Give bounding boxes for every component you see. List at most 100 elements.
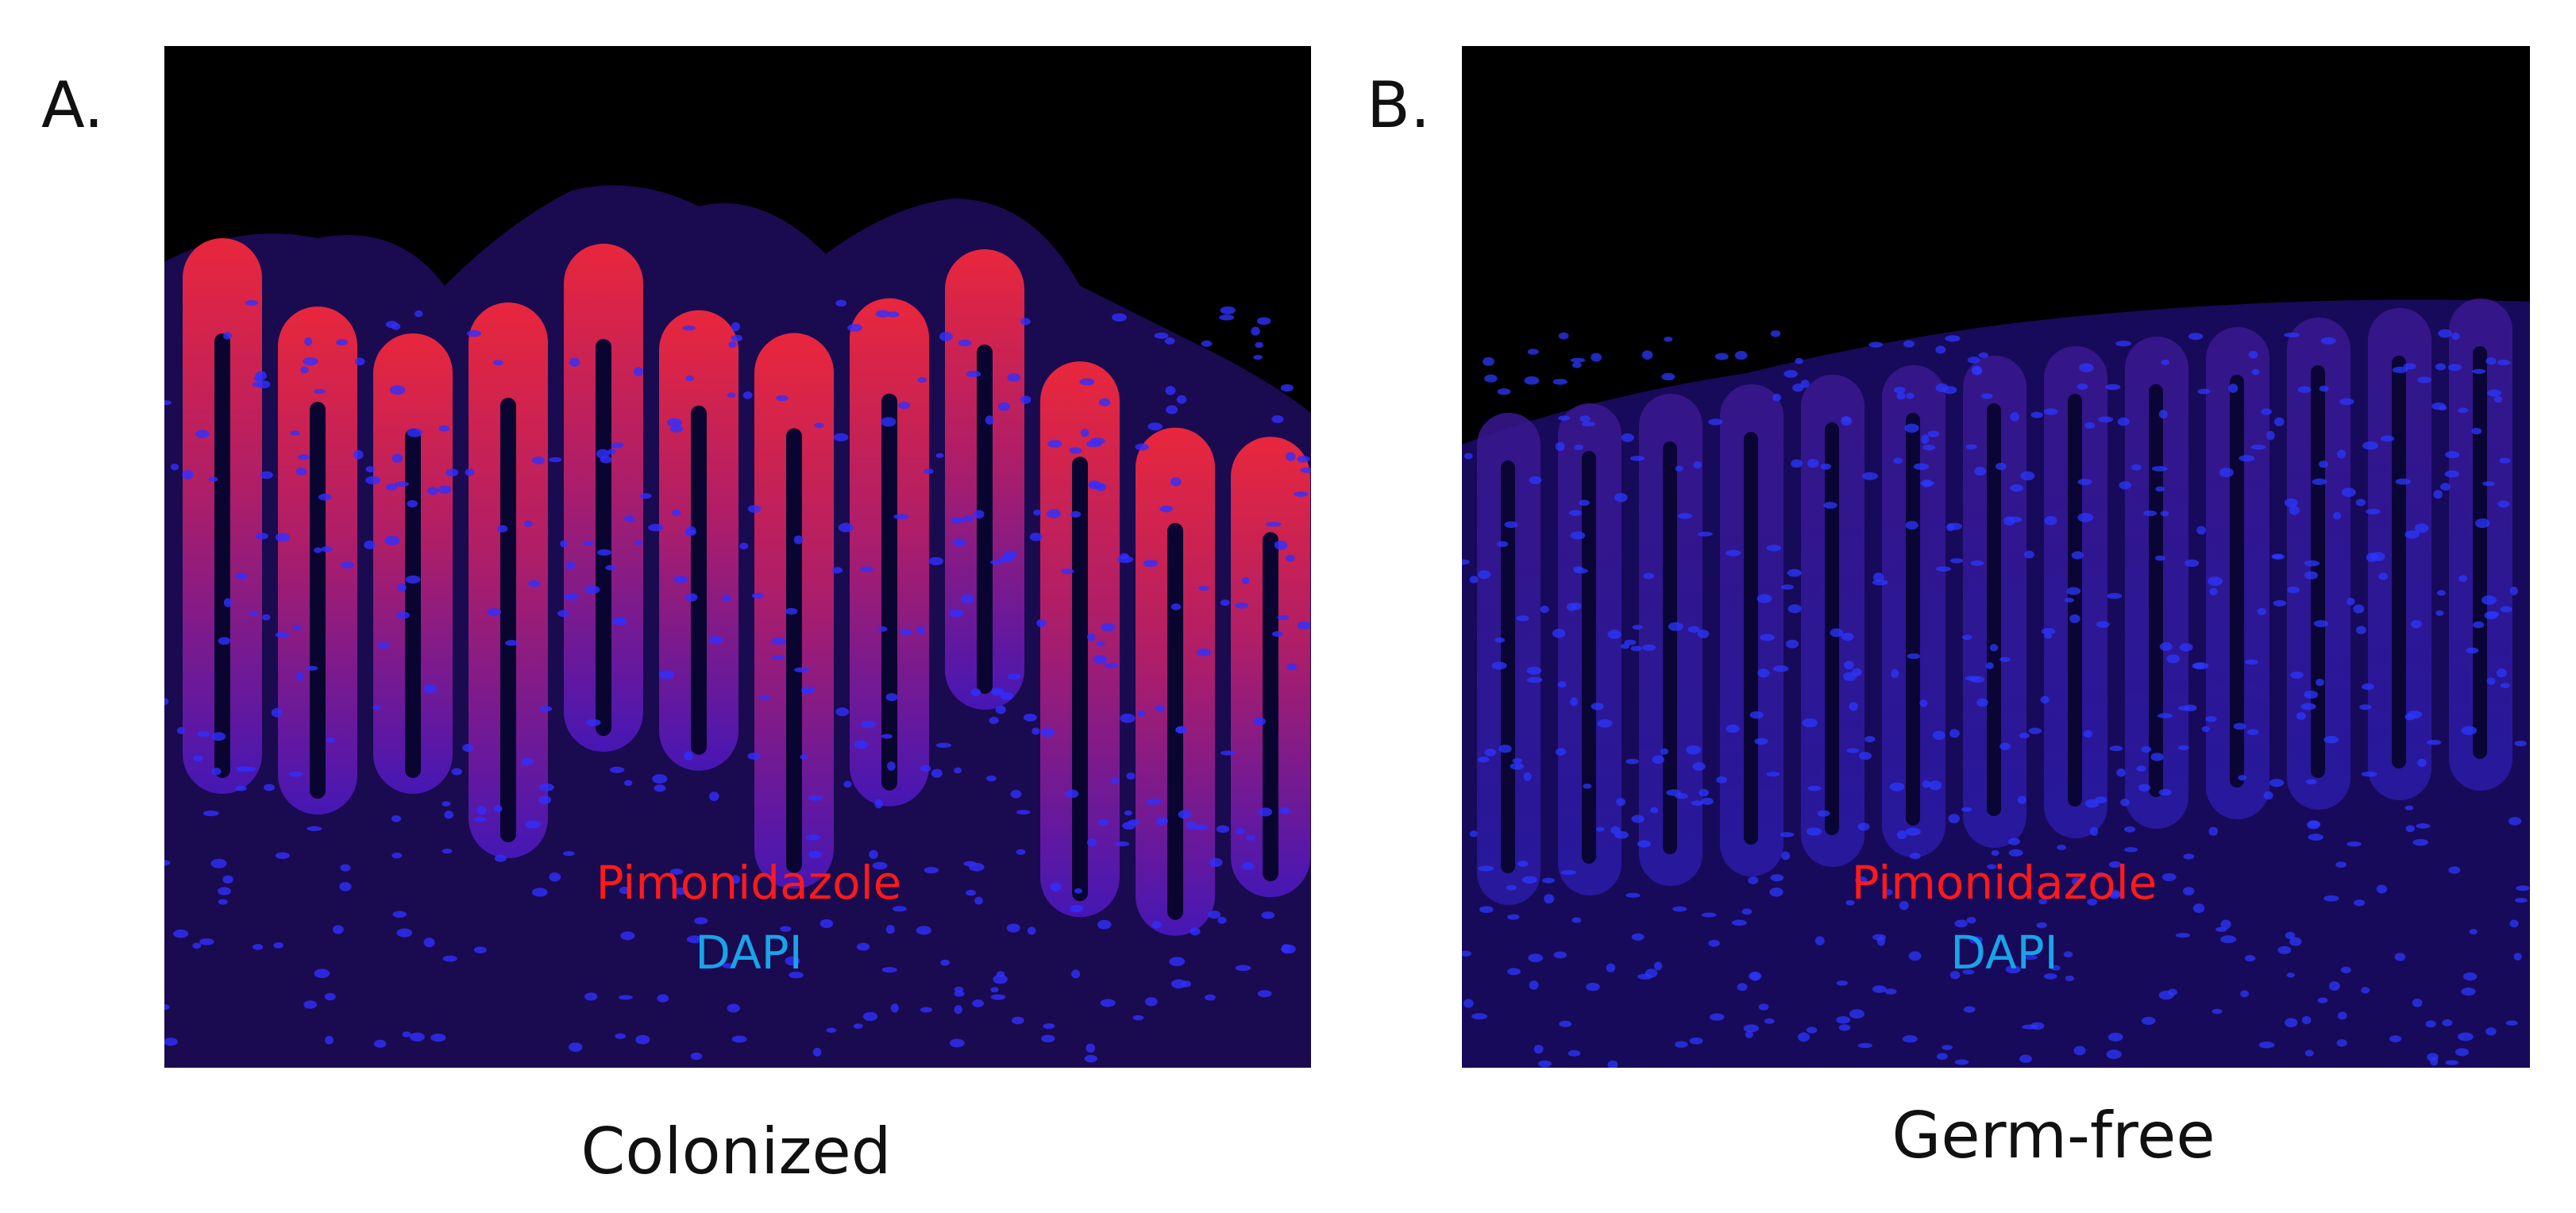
tissue-texture bbox=[2207, 576, 2223, 587]
tissue-texture bbox=[568, 1042, 583, 1052]
tissue-texture bbox=[2285, 1018, 2298, 1028]
tissue-texture bbox=[2305, 779, 2317, 785]
tissue-texture bbox=[2412, 838, 2428, 846]
tissue-texture bbox=[685, 593, 698, 602]
tissue-texture bbox=[2376, 884, 2388, 894]
tissue-texture bbox=[1781, 851, 1791, 861]
tissue-texture bbox=[2083, 730, 2093, 738]
tissue-texture bbox=[2469, 929, 2478, 935]
tissue-texture bbox=[1641, 350, 1653, 360]
tissue-texture bbox=[2433, 490, 2443, 499]
tissue-texture bbox=[1693, 460, 1703, 469]
tissue-texture bbox=[164, 400, 172, 406]
tissue-texture bbox=[2136, 765, 2146, 772]
tissue-texture bbox=[1197, 585, 1209, 591]
tissue-texture bbox=[2159, 642, 2173, 652]
tissue-texture bbox=[2318, 460, 2328, 468]
tissue-texture bbox=[288, 771, 303, 777]
tissue-texture bbox=[2087, 898, 2098, 906]
tissue-texture bbox=[751, 592, 764, 599]
tissue-texture bbox=[961, 594, 974, 604]
tissue-texture bbox=[164, 860, 171, 866]
tissue-texture bbox=[722, 963, 736, 968]
tissue-texture bbox=[989, 560, 1005, 565]
tissue-texture bbox=[1558, 332, 1569, 340]
tissue-texture bbox=[1857, 822, 1870, 831]
tissue-texture bbox=[2447, 364, 2462, 372]
tissue-texture bbox=[2516, 885, 2530, 891]
tissue-texture bbox=[620, 931, 635, 941]
tissue-texture bbox=[564, 593, 579, 601]
tissue-texture bbox=[2417, 758, 2427, 768]
tissue-texture bbox=[2161, 360, 2170, 366]
tissue-texture bbox=[1559, 1020, 1572, 1027]
tissue-texture bbox=[2339, 398, 2354, 406]
tissue-texture bbox=[1155, 816, 1168, 826]
tissue-texture bbox=[170, 463, 179, 471]
tissue-texture bbox=[920, 1007, 932, 1013]
tissue-texture bbox=[1463, 452, 1473, 460]
tissue-texture bbox=[1708, 418, 1723, 426]
tissue-texture bbox=[2038, 899, 2048, 905]
tissue-texture bbox=[2220, 935, 2237, 944]
tissue-texture bbox=[2380, 435, 2395, 442]
tissue-texture bbox=[1668, 622, 1683, 631]
tissue-texture bbox=[525, 820, 541, 829]
tissue-texture bbox=[2064, 597, 2074, 603]
tissue-texture bbox=[682, 325, 696, 331]
tissue-texture bbox=[2192, 662, 2205, 669]
tissue-texture bbox=[1806, 1026, 1818, 1034]
tissue-texture bbox=[1591, 703, 1604, 710]
tissue-texture bbox=[298, 454, 310, 460]
tissue-texture bbox=[523, 520, 533, 527]
tissue-texture bbox=[615, 1033, 626, 1039]
tissue-texture bbox=[958, 339, 972, 347]
tissue-texture bbox=[2158, 410, 2168, 419]
tissue-texture bbox=[1501, 460, 1515, 873]
tissue-texture bbox=[731, 1035, 747, 1043]
tissue-texture bbox=[2089, 826, 2099, 836]
tissue-texture bbox=[1065, 789, 1079, 799]
tissue-texture bbox=[1120, 713, 1136, 723]
tissue-texture bbox=[1070, 510, 1082, 518]
tissue-texture bbox=[2250, 445, 2266, 450]
tissue-texture bbox=[1278, 807, 1291, 814]
tissue-texture bbox=[1020, 318, 1031, 325]
tissue-texture bbox=[1784, 370, 1798, 378]
tissue-texture bbox=[1710, 1013, 1725, 1021]
tissue-texture bbox=[2362, 683, 2374, 691]
tissue-texture bbox=[1919, 699, 1928, 707]
tissue-texture bbox=[1743, 1024, 1760, 1033]
tissue-texture bbox=[785, 956, 800, 966]
tissue-texture bbox=[397, 583, 407, 592]
tissue-texture bbox=[1132, 1015, 1144, 1021]
tissue-texture bbox=[1497, 541, 1509, 548]
tissue-texture bbox=[860, 566, 873, 572]
tissue-texture bbox=[1033, 510, 1042, 516]
tissue-texture bbox=[395, 611, 410, 619]
tissue-texture bbox=[1764, 1018, 1775, 1024]
tissue-texture bbox=[2119, 481, 2131, 490]
tissue-texture bbox=[885, 925, 895, 934]
tissue-texture bbox=[1974, 466, 1987, 476]
stain-label: DAPI bbox=[695, 926, 802, 980]
tissue-texture bbox=[2394, 953, 2406, 961]
tissue-texture bbox=[1971, 365, 1983, 375]
tissue-texture bbox=[1285, 554, 1295, 562]
tissue-texture bbox=[1586, 982, 1600, 992]
tissue-texture bbox=[2436, 590, 2446, 596]
tissue-texture bbox=[2466, 647, 2479, 654]
tissue-texture bbox=[786, 428, 802, 873]
tissue-texture bbox=[1936, 1053, 1948, 1060]
tissue-texture bbox=[2289, 506, 2300, 515]
tissue-texture bbox=[1772, 393, 1782, 402]
tissue-texture bbox=[1186, 821, 1197, 830]
tissue-texture bbox=[1966, 916, 1976, 924]
tissue-texture bbox=[493, 804, 503, 813]
tissue-texture bbox=[1246, 834, 1255, 841]
tissue-texture bbox=[2079, 363, 2094, 372]
panel-label: B. bbox=[1367, 68, 1430, 142]
tissue-texture bbox=[1280, 383, 1294, 392]
tissue-texture bbox=[1857, 1042, 1873, 1049]
tissue-texture bbox=[1716, 776, 1728, 784]
